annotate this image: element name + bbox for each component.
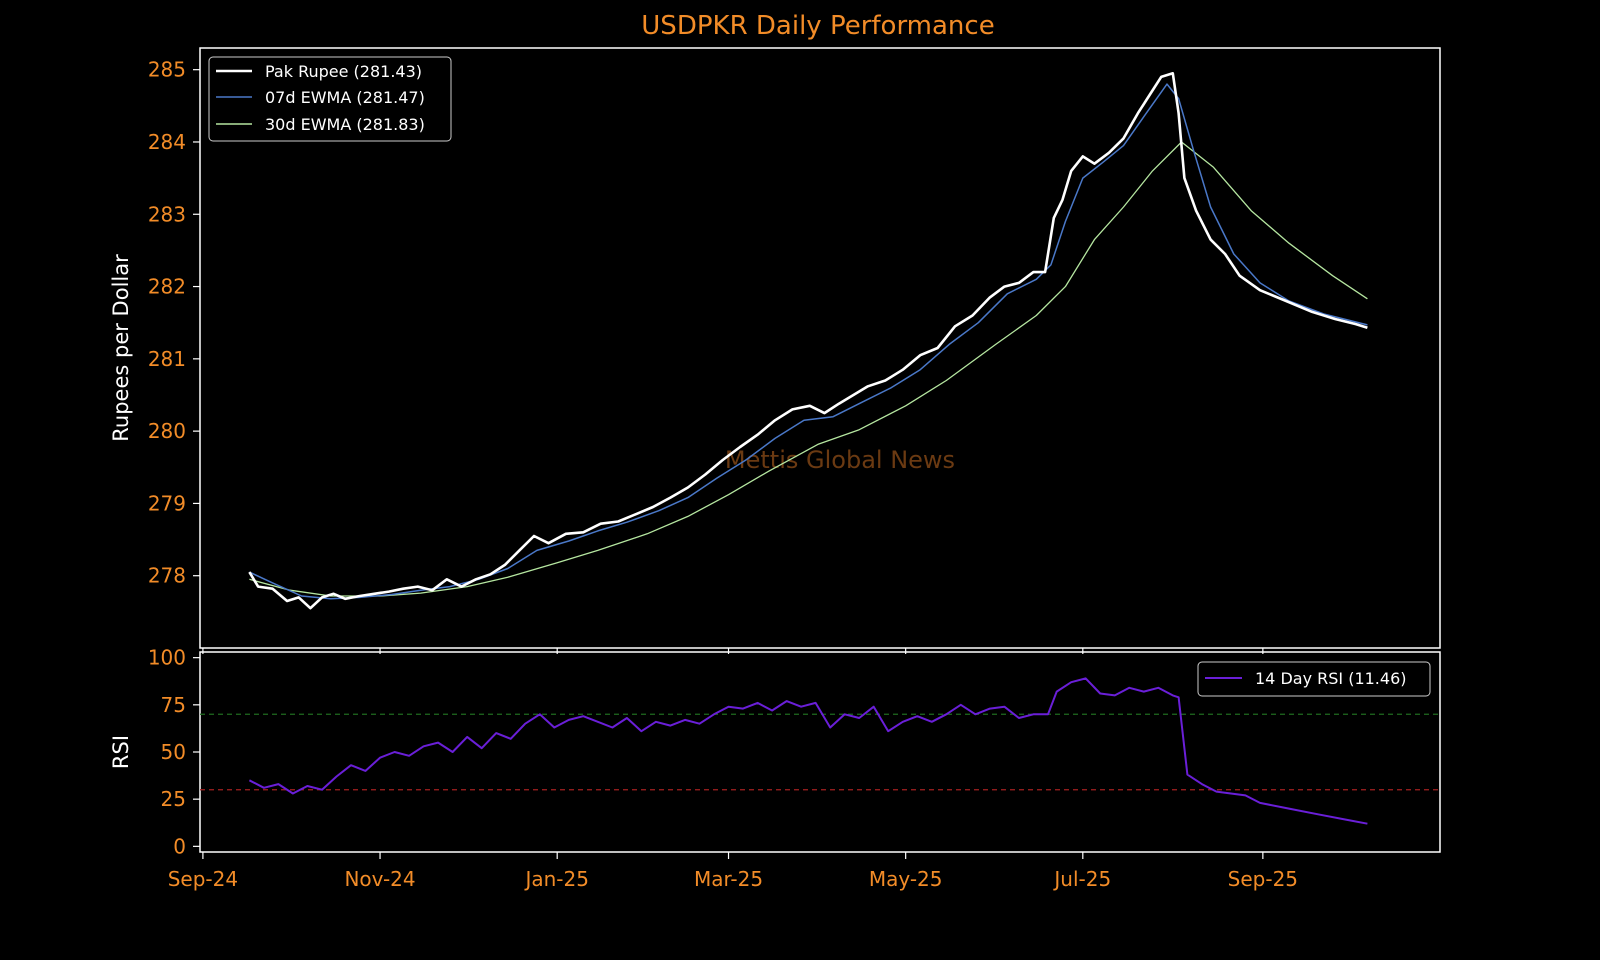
rsi-y-axis-label: RSI [109,735,133,769]
x-tick-label: Jul-25 [1052,867,1111,891]
rsi-legend-box [1197,661,1431,697]
x-tick-label: May-25 [869,867,943,891]
price-legend: Pak Rupee (281.43) 07d EWMA (281.47) 30d… [208,56,452,142]
x-tick-label: Jan-25 [523,867,589,891]
rsi-legend: 14 Day RSI (11.46) [1197,661,1431,697]
x-tick-label: Mar-25 [694,867,763,891]
price-y-tick-label: 279 [148,491,186,515]
rsi-y-tick-label: 25 [161,787,186,811]
legend-label-rsi: 14 Day RSI (11.46) [1255,669,1407,688]
price-y-tick-label: 283 [148,202,186,226]
rsi-series [248,677,1368,825]
chart-title: USDPKR Daily Performance [641,11,994,41]
price-plot-area [199,47,1441,649]
price-y-axis-label: Rupees per Dollar [109,254,133,442]
rsi-y-tick-label: 75 [161,693,186,717]
x-tick-label: Nov-24 [344,867,415,891]
rsi-y-tick-label: 100 [148,646,186,670]
rsi-y-tick-label: 50 [161,740,186,764]
price-y-tick-label: 278 [148,564,186,588]
x-tick-label: Sep-25 [1228,867,1298,891]
price-y-ticks: 278 279 280 281 282 283 284 285 [148,58,200,588]
series-line-07d-ewma [249,83,1368,600]
legend-label-pak-rupee: Pak Rupee (281.43) [265,62,422,81]
price-y-tick-label: 282 [148,275,186,299]
price-y-tick-label: 285 [148,58,186,82]
x-ticks: Sep-24 Nov-24 Jan-25 Mar-25 May-25 Jul-25 Sep-… [168,648,1298,891]
series-line-30d-ewma [249,141,1368,597]
price-y-tick-label: 280 [148,419,186,443]
series-line-pak-rupee [248,72,1368,610]
legend-label-07d-ewma: 07d EWMA (281.47) [265,88,425,107]
price-series [248,72,1368,610]
x-tick-label: Sep-24 [168,867,238,891]
price-legend-box [208,56,452,142]
series-line-14-day-rsi [248,677,1368,825]
price-y-tick-label: 281 [148,347,186,371]
watermark: Mettis Global News [725,446,955,474]
rsi-y-ticks: 0 25 50 75 100 [148,646,200,858]
price-y-tick-label: 284 [148,130,186,154]
legend-label-30d-ewma: 30d EWMA (281.83) [265,115,425,134]
rsi-y-tick-label: 0 [173,834,186,858]
